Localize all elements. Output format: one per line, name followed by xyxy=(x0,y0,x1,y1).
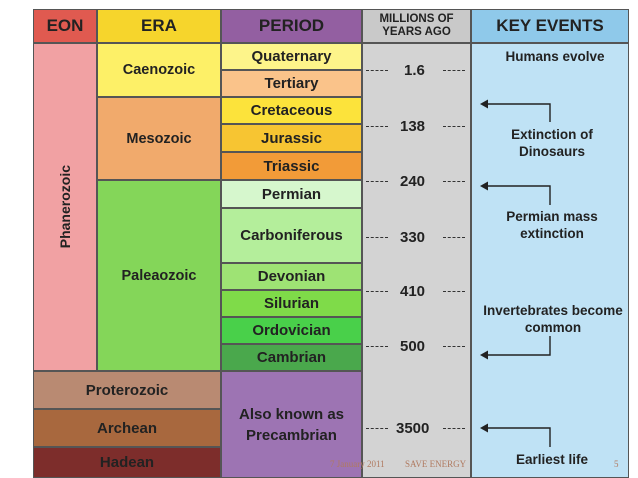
dash-left-7 xyxy=(366,428,388,429)
event-earliest-life: Earliest life xyxy=(515,452,589,467)
age-330: 330 xyxy=(400,229,426,246)
dash-right-2 xyxy=(443,126,465,127)
millions-column xyxy=(362,43,471,478)
age-240: 240 xyxy=(400,173,426,190)
period-silurian: Silurian xyxy=(221,290,362,317)
events-column xyxy=(471,43,629,478)
header-key-events: KEY EVENTS xyxy=(471,9,629,43)
footer-title: SAVE ENERGY xyxy=(405,459,467,469)
period-carboniferous: Carboniferous xyxy=(221,208,362,263)
age-1-6: 1.6 xyxy=(404,62,425,79)
eon-hadean: Hadean xyxy=(33,447,221,478)
period-quaternary: Quaternary xyxy=(221,43,362,70)
event-invertebrates: Invertebrates become common xyxy=(483,303,623,335)
dash-right-1 xyxy=(443,70,465,71)
period-cretaceous: Cretaceous xyxy=(221,97,362,124)
dash-left-2 xyxy=(366,126,388,127)
dash-left-6 xyxy=(366,346,388,347)
era-paleaozoic: Paleaozoic xyxy=(97,180,221,371)
dash-right-4 xyxy=(443,237,465,238)
era-mesozoic: Mesozoic xyxy=(97,97,221,180)
age-410: 410 xyxy=(400,283,426,300)
dash-left-4 xyxy=(366,237,388,238)
dash-left-3 xyxy=(366,181,388,182)
age-500: 500 xyxy=(400,338,426,355)
eon-phanerozoic-label: Phanerozoic xyxy=(57,165,73,249)
event-permian-extinction: Permian mass extinction xyxy=(506,209,598,241)
dash-left-5 xyxy=(366,291,388,292)
dash-left-1 xyxy=(366,70,388,71)
eon-proterozoic: Proterozoic xyxy=(33,371,221,409)
header-eon: EON xyxy=(33,9,97,43)
footer-date: 7 January 2011 xyxy=(330,459,385,469)
dash-right-7 xyxy=(443,428,465,429)
age-3500: 3500 xyxy=(396,420,430,437)
era-caenozoic: Caenozoic xyxy=(97,43,221,97)
dash-right-3 xyxy=(443,181,465,182)
header-millions: MILLIONS OF YEARS AGO xyxy=(362,9,471,43)
eon-phanerozoic: Phanerozoic xyxy=(33,43,97,371)
dash-right-6 xyxy=(443,346,465,347)
period-devonian: Devonian xyxy=(221,263,362,290)
event-humans-evolve: Humans evolve xyxy=(505,49,605,64)
eon-archean: Archean xyxy=(33,409,221,447)
period-cambrian: Cambrian xyxy=(221,344,362,371)
event-extinction-dinosaurs: Extinction of Dinosaurs xyxy=(511,127,593,159)
header-period: PERIOD xyxy=(221,9,362,43)
age-138: 138 xyxy=(400,118,426,135)
header-era: ERA xyxy=(97,9,221,43)
period-permian: Permian xyxy=(221,180,362,208)
dash-right-5 xyxy=(443,291,465,292)
period-tertiary: Tertiary xyxy=(221,70,362,97)
precambrian-note: Also known as Precambrian xyxy=(221,371,362,478)
period-triassic: Triassic xyxy=(221,152,362,180)
period-ordovician: Ordovician xyxy=(221,317,362,344)
period-jurassic: Jurassic xyxy=(221,124,362,152)
footer-page-number: 5 xyxy=(614,459,619,469)
